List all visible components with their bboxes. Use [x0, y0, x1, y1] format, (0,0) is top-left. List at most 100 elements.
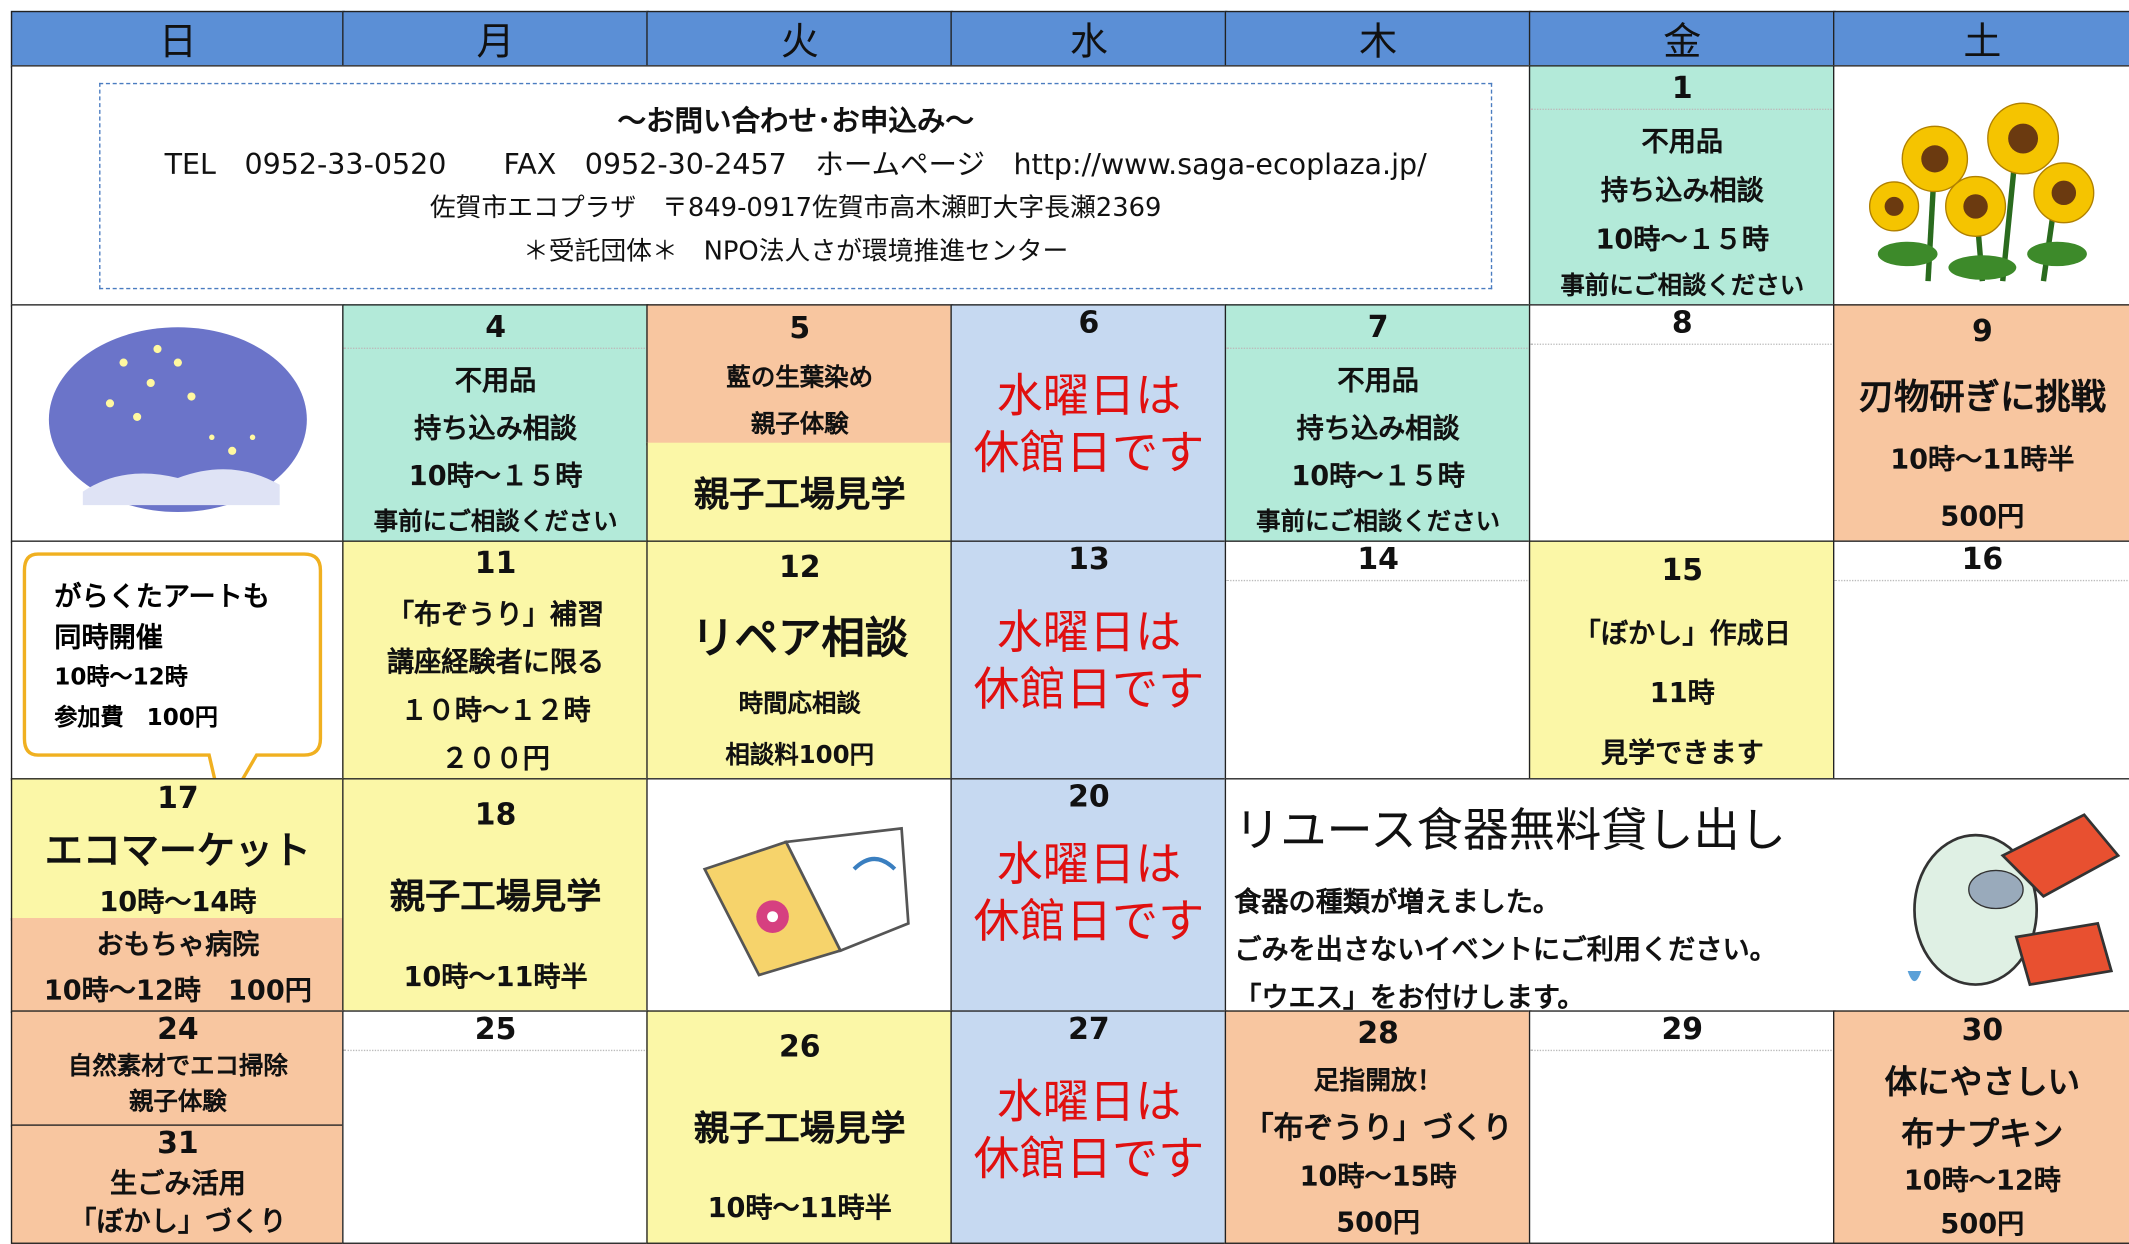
text: 「ぼかし」づくり: [69, 1204, 287, 1238]
text: 刃物研ぎに挑戦: [1858, 377, 2106, 419]
closed-text: 水曜日は: [996, 605, 1182, 660]
date: 15: [1661, 553, 1704, 588]
text: 10時～11時半: [707, 1191, 892, 1224]
day-cell: 24 自然素材でエコ掃除 親子体験: [10, 1010, 345, 1128]
text: 10時～１５時: [1595, 222, 1770, 256]
text: 10時～11時半: [1890, 442, 2075, 476]
text: おもちゃ病院: [96, 927, 260, 960]
day-cell: 12 リペア相談 時間応相談 相談料100円: [646, 540, 954, 781]
text: 時間応相談: [738, 689, 861, 718]
text: 10時～15時: [1299, 1159, 1457, 1192]
day-cell: 14: [1224, 540, 1532, 781]
text: 10時～１５時: [1291, 459, 1465, 493]
contact-line: TEL 0952-33-0520 FAX 0952-30-2457 ホームページ…: [100, 143, 1490, 186]
text: 布ナプキン: [1901, 1114, 2064, 1153]
date: 8: [1530, 306, 1835, 345]
homepage: ホームページ http://www.saga-ecoplaza.jp/: [815, 148, 1427, 181]
text: 参加費 100円: [54, 704, 218, 732]
date: 12: [778, 551, 821, 586]
date: 6: [1078, 306, 1100, 341]
closed-text: 水曜日は: [996, 1075, 1182, 1130]
text: ２００円: [441, 741, 550, 774]
text: 持ち込み相談: [1296, 411, 1460, 445]
day-cell: 26 親子工場見学 10時～11時半: [646, 1010, 954, 1244]
text: 不用品: [1337, 363, 1419, 396]
closed-text: 水曜日は: [996, 369, 1182, 424]
text: 10時～14時: [99, 885, 257, 918]
day-cell: 30 体にやさしい 布ナプキン 10時～12時 500円: [1833, 1010, 2129, 1244]
image-cell: [10, 304, 345, 544]
text: 500円: [1336, 1205, 1421, 1238]
image-cell: [1833, 65, 2129, 307]
date: 14: [1226, 542, 1531, 582]
text: 事前にご相談ください: [1560, 271, 1805, 300]
callout-text: がらくたアートも 同時開催 10時～12時 参加費 100円: [54, 576, 270, 739]
text: 講座経験者に限る: [386, 645, 605, 679]
day-cell: 28 足指開放！ 「布ぞうり」づくり 10時～15時 500円: [1224, 1010, 1532, 1244]
org: ＊受託団体＊ NPO法人さが環境推進センター: [522, 236, 1069, 267]
date: 17: [157, 782, 199, 817]
fireworks-image: [48, 327, 307, 512]
text: 藍の生葉染め: [726, 364, 874, 394]
day-cell: 20 水曜日は 休館日です: [950, 778, 1228, 1014]
text: 「布ぞうり」づくり: [1243, 1111, 1513, 1146]
day-cell: 1 不用品 持ち込み相談 10時～１５時 事前にご相談ください: [1528, 65, 1836, 307]
text: 親子体験: [128, 1087, 227, 1117]
weekday: 金: [1528, 10, 1836, 68]
text: 不用品: [1641, 125, 1724, 158]
weekday: 日: [10, 10, 345, 68]
text: 親子体験: [750, 410, 849, 439]
book-image: [702, 826, 910, 976]
text: 親子工場見学: [389, 877, 602, 919]
date: 11: [474, 547, 517, 582]
text: 見学できます: [1600, 735, 1764, 768]
text: 事前にご相談ください: [1256, 507, 1501, 537]
text: 生ごみ活用: [109, 1166, 246, 1200]
date: 25: [343, 1012, 648, 1052]
day-cell: 4 不用品 持ち込み相談 10時～１５時 事前にご相談ください: [342, 304, 650, 544]
weekday: 土: [1833, 10, 2129, 68]
day-cell: 13 水曜日は 休館日です: [950, 540, 1228, 781]
closed-text: 休館日です: [973, 426, 1205, 481]
day-cell: 7 不用品 持ち込み相談 10時～１５時 事前にご相談ください: [1224, 304, 1532, 544]
weekday: 水: [950, 10, 1228, 68]
date: 9: [1971, 315, 1993, 350]
text: 親子工場見学: [693, 1109, 906, 1151]
text: 同時開催: [54, 620, 163, 654]
day-cell: 27 水曜日は 休館日です: [950, 1010, 1228, 1244]
closed-text: 休館日です: [973, 662, 1205, 718]
text: 「ぼかし」作成日: [1573, 615, 1791, 649]
day-cell: 9 刃物研ぎに挑戦 10時～11時半 500円: [1833, 304, 2129, 544]
text: 10時～12時: [54, 664, 188, 692]
text: 11時: [1649, 675, 1715, 709]
text: リペア相談: [691, 612, 909, 665]
text: 事前にご相談ください: [373, 507, 618, 537]
event-cell: 親子工場見学: [646, 442, 954, 544]
date: 13: [1068, 543, 1110, 578]
date: 30: [1961, 1014, 2004, 1049]
text: 持ち込み相談: [1600, 173, 1764, 207]
text: 体にやさしい: [1884, 1063, 2081, 1102]
text: 「ウエス」をお付けします。: [1234, 980, 1585, 1014]
text: 食器の種類が増えました。: [1234, 885, 1561, 919]
contact-title: ～お問い合わせ･お申込み～: [617, 104, 974, 138]
text: 500円: [1940, 499, 2025, 532]
tel: TEL 0952-33-0520: [164, 148, 447, 181]
contact-cell: ～お問い合わせ･お申込み～ TEL 0952-33-0520 FAX 0952-…: [10, 65, 1532, 307]
day-cell: 17 エコマーケット 10時～14時: [10, 778, 345, 921]
day-cell: 18 親子工場見学 10時～11時半: [342, 778, 650, 1014]
text: 10時～12時: [1903, 1163, 2061, 1197]
closed-text: 休館日です: [973, 894, 1205, 950]
text: １０時～１２時: [400, 693, 591, 727]
weekday: 木: [1224, 10, 1532, 68]
date: 20: [1068, 780, 1110, 815]
text: エコマーケット: [44, 829, 311, 874]
text: 10時～１５時: [408, 459, 583, 493]
text: 10時～12時 100円: [43, 974, 312, 1007]
text: 10時～11時半: [403, 960, 588, 993]
washing-image: [1907, 813, 2121, 987]
weekday: 月: [342, 10, 650, 68]
date: 29: [1530, 1012, 1835, 1052]
date: 24: [157, 1013, 199, 1048]
